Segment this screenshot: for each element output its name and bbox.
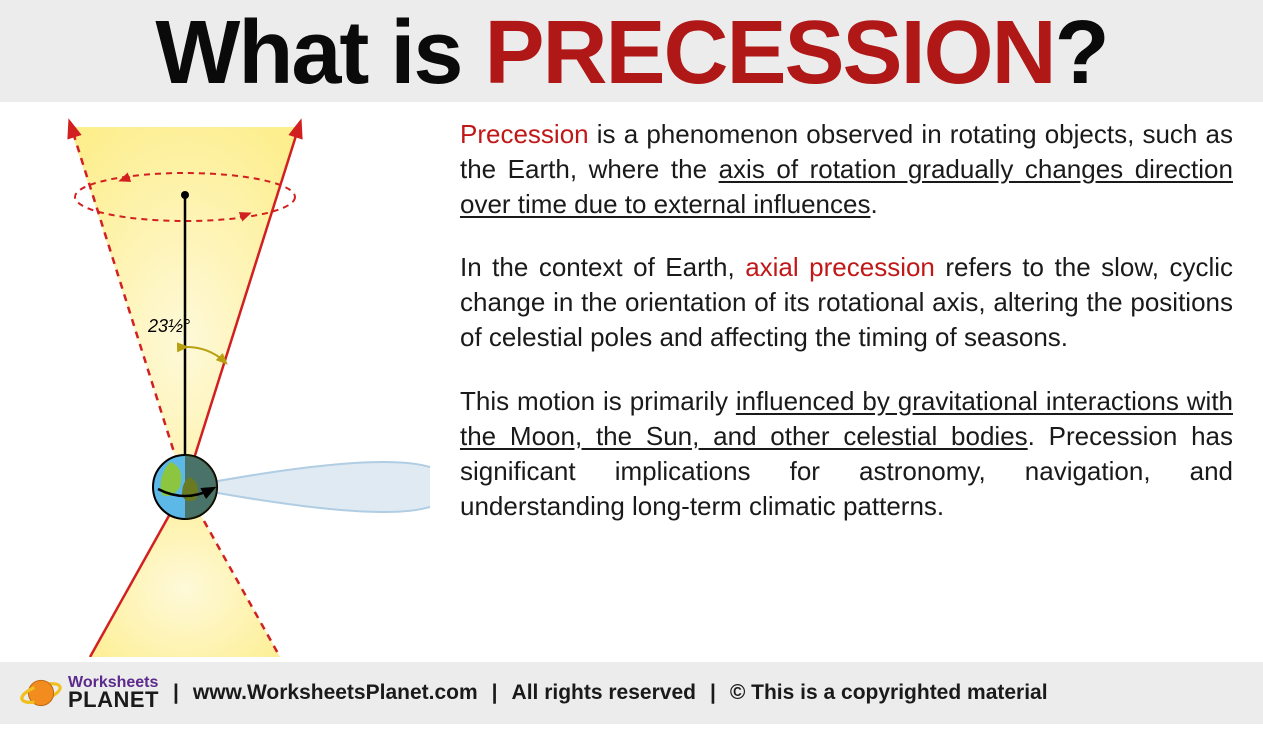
brand-line2: PLANET (68, 690, 159, 711)
paragraph-1: Precession is a phenomenon observed in r… (460, 117, 1233, 222)
paragraph-2: In the context of Earth, axial precessio… (460, 250, 1233, 355)
title-prefix: What is (155, 3, 484, 103)
footer-sep-3: | (710, 681, 716, 705)
p2-highlight: axial precession (745, 252, 935, 282)
title-highlight: PRECESSION (484, 3, 1054, 103)
precession-diagram: 23½° (30, 117, 430, 652)
footer-url: www.WorksheetsPlanet.com (193, 681, 478, 705)
planet-icon (20, 672, 62, 714)
footer-sep-2: | (492, 681, 498, 705)
title-suffix: ? (1055, 3, 1108, 103)
paragraph-3: This motion is primarily influenced by g… (460, 384, 1233, 524)
footer-rights: All rights reserved (512, 681, 696, 705)
footer-sep-1: | (173, 681, 179, 705)
earth (153, 455, 217, 519)
p2-start: In the context of Earth, (460, 252, 745, 282)
orbit-plane (185, 462, 430, 512)
main-content: 23½° Precession is a phenomenon observed… (0, 102, 1263, 662)
brand-logo: Worksheets PLANET (20, 672, 159, 714)
p3-start: This motion is primarily (460, 386, 736, 416)
p1-end: . (870, 189, 877, 219)
angle-label: 23½° (147, 316, 190, 336)
diagram-svg: 23½° (30, 117, 430, 657)
page-title: What is PRECESSION? (30, 8, 1233, 98)
header-bar: What is PRECESSION? (0, 0, 1263, 102)
p1-lead: Precession (460, 119, 589, 149)
body-text: Precession is a phenomenon observed in r… (460, 117, 1233, 652)
footer-bar: Worksheets PLANET | www.WorksheetsPlanet… (0, 662, 1263, 724)
brand-text: Worksheets PLANET (68, 675, 159, 711)
axis-top-dot (181, 191, 189, 199)
footer-copyright: © This is a copyrighted material (730, 681, 1048, 705)
